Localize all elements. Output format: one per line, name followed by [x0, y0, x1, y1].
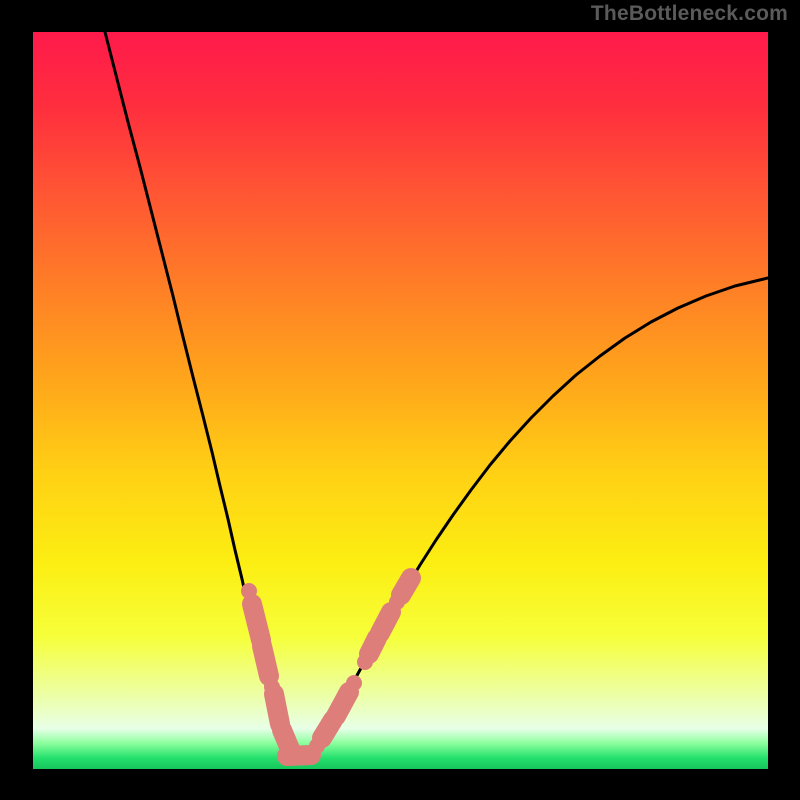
- marker-dot-left-1: [264, 679, 280, 695]
- marker-capsule-bottom-0: [287, 755, 311, 756]
- marker-dot-left-0: [241, 583, 257, 599]
- chart-svg: [33, 32, 768, 769]
- marker-capsule-left-0: [252, 604, 261, 640]
- marker-capsule-left-1: [262, 646, 269, 676]
- chart-root: TheBottleneck.com: [0, 0, 800, 800]
- marker-dot-right-0: [309, 738, 325, 754]
- marker-capsule-right-3: [380, 612, 391, 633]
- plot-area: [33, 32, 768, 769]
- watermark-text: TheBottleneck.com: [591, 2, 788, 26]
- marker-capsule-left-2: [274, 694, 280, 724]
- marker-capsule-right-1: [336, 692, 349, 716]
- marker-dot-right-3: [389, 594, 405, 610]
- gradient-background: [33, 32, 768, 769]
- marker-capsule-right-4: [401, 578, 411, 595]
- marker-dot-right-2: [357, 654, 373, 670]
- marker-dot-right-1: [346, 675, 362, 691]
